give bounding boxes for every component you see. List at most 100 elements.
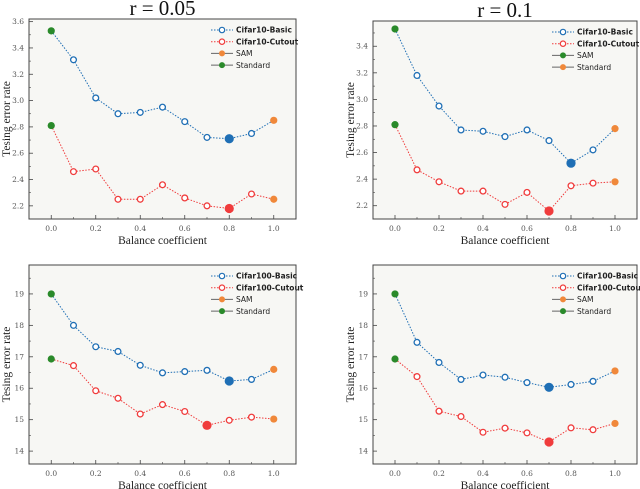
legend-label: SAM	[577, 295, 594, 304]
x-tick-label: 0.8	[223, 469, 235, 478]
y-tick-label: 18	[14, 321, 24, 330]
x-tick-label: 0.2	[433, 224, 445, 233]
legend-marker	[559, 272, 567, 280]
x-tick-label: 0.8	[565, 469, 577, 478]
legend-marker	[218, 38, 226, 46]
data-point	[523, 126, 531, 134]
data-point	[589, 179, 597, 187]
data-point	[567, 380, 575, 389]
x-tick-label: 0.0	[45, 224, 57, 233]
data-point	[114, 110, 122, 118]
chart-title: r = 0.05	[129, 0, 195, 20]
x-tick-label: 0.0	[45, 469, 57, 478]
legend-marker	[219, 296, 225, 303]
data-point	[136, 410, 144, 418]
y-tick-label: 15	[358, 415, 368, 424]
data-point	[435, 178, 443, 186]
data-point	[136, 195, 144, 203]
y-tick-label: 2.2	[356, 201, 368, 210]
x-tick-label: 0.6	[179, 469, 191, 478]
data-point	[114, 347, 122, 356]
y-tick-label: 3.2	[12, 70, 24, 79]
legend-label: SAM	[236, 49, 253, 58]
y-tick-label: 3.6	[12, 17, 24, 26]
y-tick-label: 2.6	[356, 148, 368, 157]
data-point	[92, 94, 100, 102]
start-point	[47, 27, 55, 35]
end-point	[270, 195, 278, 203]
x-tick-label: 1.0	[268, 469, 280, 478]
data-point	[69, 56, 78, 64]
legend-marker	[219, 50, 225, 57]
data-point	[181, 194, 189, 202]
chart-panel-2: 14 15 16 17 18 19 0.0 0.2 0.4 0.6 0.8 1.0 Balance co…	[1, 264, 304, 489]
data-point	[479, 187, 487, 195]
data-point	[523, 379, 531, 387]
legend-label: SAM	[236, 295, 253, 304]
data-point	[247, 129, 256, 138]
legend-label: Cifar100-Cutout	[577, 283, 640, 292]
data-point	[413, 373, 421, 381]
legend-label: Cifar10-Basic	[577, 28, 633, 37]
end-point	[611, 125, 619, 133]
data-point	[136, 361, 144, 369]
y-tick-label: 3.4	[12, 43, 24, 52]
start-point	[391, 25, 399, 33]
y-tick-label: 2.2	[12, 201, 24, 210]
data-point	[479, 127, 487, 135]
x-tick-label: 0.2	[433, 469, 445, 478]
data-point	[247, 375, 256, 383]
series-line-0	[394, 293, 616, 388]
end-point	[611, 367, 619, 375]
x-tick-label: 1.0	[268, 224, 280, 233]
best-point	[224, 376, 234, 386]
x-tick-label: 0.2	[90, 224, 102, 233]
y-tick-label: 18	[358, 321, 368, 330]
data-point	[501, 133, 509, 141]
x-tick-label: 0.6	[521, 224, 533, 233]
start-point	[47, 355, 55, 363]
y-tick-label: 3.0	[12, 96, 24, 105]
legend-marker	[218, 272, 226, 280]
best-point	[544, 382, 554, 392]
y-axis-label: Tesing error rate	[345, 327, 357, 403]
data-point	[114, 195, 122, 203]
y-tick-label: 19	[358, 289, 368, 298]
x-tick-label: 1.0	[609, 224, 621, 233]
data-point	[589, 426, 597, 434]
data-point	[247, 190, 256, 198]
data-point	[225, 416, 233, 424]
data-point	[413, 166, 421, 174]
legend-label: Cifar100-Cutout	[236, 283, 304, 292]
data-point	[457, 412, 465, 421]
data-point	[457, 187, 465, 195]
best-point	[224, 203, 234, 214]
y-tick-label: 2.6	[12, 149, 24, 158]
x-tick-label: 0.6	[521, 469, 533, 478]
data-point	[435, 407, 443, 415]
chart-panel-1: 2.2 2.4 2.6 2.8 3.0 3.2 3.4 0.0 0.2 0.4 0.6 0.8 1.0 B…	[345, 0, 640, 247]
data-point	[181, 118, 189, 126]
data-point	[114, 394, 122, 402]
legend-label: Cifar10-Cutout	[577, 39, 640, 48]
data-point	[589, 146, 597, 154]
data-point	[69, 362, 78, 370]
best-point	[566, 158, 576, 168]
data-point	[158, 369, 167, 377]
x-axis-label: Balance coefficient	[118, 235, 208, 247]
x-axis-label: Balance coefficient	[118, 480, 208, 489]
y-tick-label: 16	[358, 384, 368, 393]
data-point	[158, 181, 167, 189]
legend-label: Cifar100-Basic	[577, 272, 638, 281]
data-point	[247, 413, 256, 421]
data-point	[92, 343, 100, 351]
x-tick-label: 0.2	[90, 469, 102, 478]
legend-label: Standard	[577, 307, 611, 316]
data-point	[523, 429, 531, 437]
plot-area	[372, 20, 638, 220]
start-point	[391, 121, 399, 129]
y-tick-label: 14	[358, 447, 368, 456]
data-point	[457, 126, 465, 134]
plot-area	[28, 18, 297, 220]
